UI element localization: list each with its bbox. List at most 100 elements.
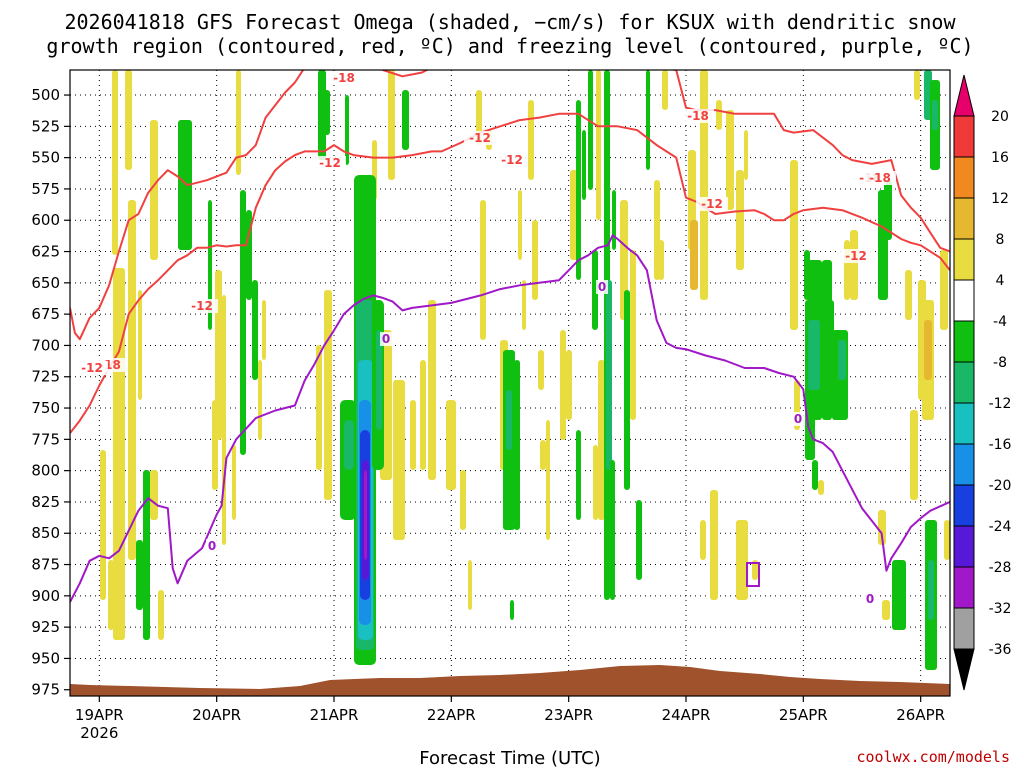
omega-cell [240,190,246,455]
omega-shading [100,70,950,670]
y-tick-label: 550 [31,149,60,167]
x-tick-label: 22APR [427,706,476,724]
freezing-level-contour [70,234,950,603]
omega-cell [480,200,486,340]
contour-label-purple: 0 [866,592,874,606]
omega-cell [606,280,612,470]
chart-title-line1: 2026041818 GFS Forecast Omega (shaded, −… [64,10,956,34]
omega-cell [262,300,266,360]
contour-label-bg [840,249,872,263]
omega-cell [446,400,456,490]
contour-label-bg [596,280,608,294]
omega-cell [736,520,748,600]
omega-cell [944,520,950,560]
colorbar-label: -36 [989,642,1012,658]
omega-cell [113,268,125,640]
y-tick-label: 725 [31,368,60,386]
omega-cell [178,120,192,250]
omega-cell [744,130,748,180]
omega-cell [636,500,642,580]
contour-label-bg [186,299,218,313]
y-tick-label: 800 [31,462,60,480]
omega-cell [158,590,164,640]
colorbar-label: -28 [989,560,1012,576]
y-tick-label: 850 [31,524,60,542]
omega-cell [528,100,534,180]
omega-cell [468,560,472,610]
contour-label-red: -12 [319,156,341,170]
omega-cell [658,240,664,280]
colorbar-bin [953,525,975,568]
colorbar-bin-top [953,74,975,117]
omega-cell [258,360,262,440]
y-tick-label: 900 [31,587,60,605]
omega-cell [108,560,114,630]
colorbar-bin [953,607,975,650]
omega-core-cell [344,420,354,470]
omega-cell [150,470,158,520]
omega-cell [932,100,938,130]
x-tick-label: 19APR [75,706,124,724]
dgz-minus12-contour [70,112,950,434]
y-tick-label: 925 [31,618,60,636]
omega-cell [818,480,824,495]
colorbar: 20 16 12 8 4 -4 -8 -12 -16 -20 -24 -28 -32 -36 [953,74,1012,691]
contour-label-red: -18 [333,71,355,85]
colorbar-bin [953,402,975,445]
omega-cell [215,270,222,440]
omega-cell [522,280,526,330]
omega-cell [700,520,706,560]
contour-label-red: -18 [687,109,709,123]
omega-cell [112,70,118,255]
contour-label-bg [380,332,392,346]
colorbar-label: 16 [991,150,1009,166]
x-year-label: 2026 [80,724,118,742]
colorbar-bin [953,443,975,486]
omega-cell [598,360,605,520]
omega-cell [896,570,902,600]
colorbar-bin [953,484,975,527]
omega-cell [850,230,858,300]
contour-label-red: -12 [701,197,723,211]
omega-cell [576,430,581,520]
contour-label-red: -18 [869,171,891,185]
contour-label-purple: 0 [794,412,802,426]
omega-cell [560,330,566,440]
omega-cell [576,100,581,280]
contour-label-bg [864,171,896,185]
y-axis-ticks: 500 525 550 575 600 625 650 675 700 725 750 775 800 8… [31,86,70,699]
y-tick-label: 500 [31,86,60,104]
omega-cell [138,290,142,400]
omega-cell [532,220,538,300]
colorbar-label: -12 [989,396,1012,412]
omega-cell [150,120,158,260]
x-tick-label: 26APR [896,706,945,724]
omega-cell [588,70,593,190]
y-tick-label: 875 [31,556,60,574]
omega-cell [125,70,132,170]
contour-label-bg [314,156,346,170]
x-axis-label: Forecast Time (UTC) [419,748,600,768]
omega-cell [910,410,918,500]
freezing-level-loop [746,562,760,587]
omega-cell [322,90,330,135]
colorbar-bin [953,115,975,158]
contour-label-red: -12 [501,153,523,167]
x-tick-label: 25APR [779,706,828,724]
omega-cell [420,360,426,470]
dgz-minus18-contour [70,70,950,341]
y-tick-label: 700 [31,336,60,354]
omega-cell [100,450,106,600]
omega-cell [246,210,252,300]
omega-cell [393,380,405,540]
y-tick-label: 525 [31,117,60,135]
omega-cell [540,440,546,470]
omega-cell [646,70,650,170]
contour-label-bg [682,109,714,123]
plot-border [69,69,951,697]
omega-cell [506,390,512,450]
colorbar-bin [953,238,975,281]
omega-cell [518,190,522,260]
omega-cell [905,270,912,320]
